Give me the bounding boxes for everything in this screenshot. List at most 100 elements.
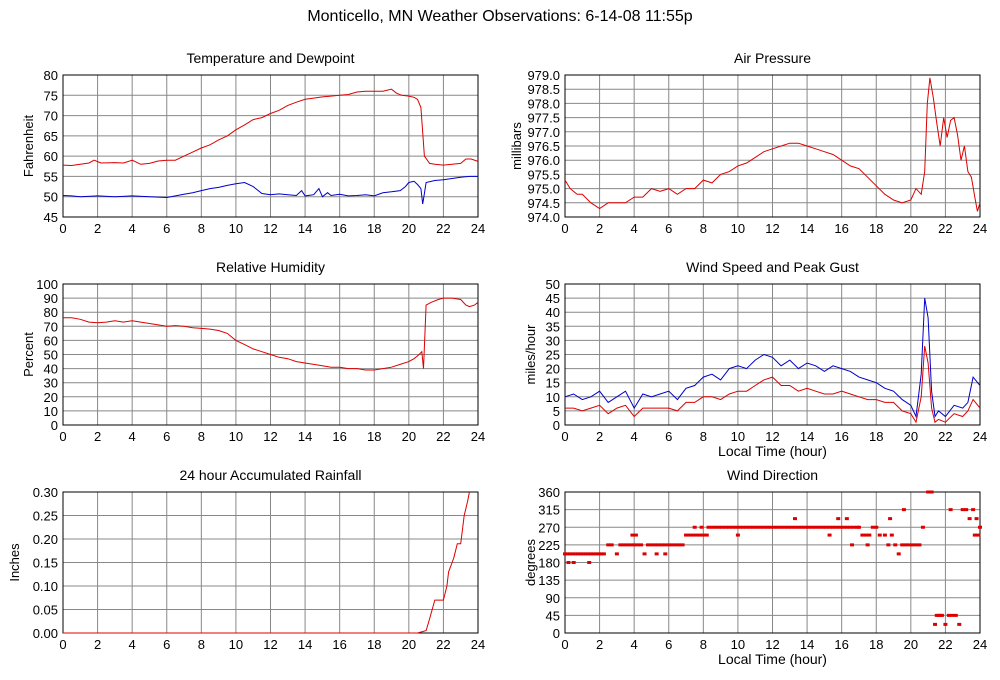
data-point [677,543,682,547]
y-tick-label: 55 [44,169,58,184]
y-tick-label: 974.0 [527,210,560,225]
data-point [976,533,981,537]
data-point [910,543,915,547]
x-tick-label: 12 [765,429,779,444]
data-point [737,525,742,529]
y-tick-label: 70 [44,109,58,124]
data-point [646,543,650,547]
data-point [806,525,811,529]
data-point [663,552,668,556]
x-axis-label: Local Time (hour) [718,651,827,667]
data-point [782,525,787,529]
data-point [768,525,773,529]
data-point [588,552,593,556]
x-tick-label: 8 [700,429,707,444]
y-tick-label: 975.5 [527,167,560,182]
data-point [972,533,977,537]
x-tick-label: 10 [731,637,745,652]
data-point [594,552,599,556]
x-tick-label: 8 [198,429,205,444]
data-point [633,533,638,537]
x-tick-label: 8 [700,221,707,236]
data-point [850,543,855,547]
y-tick-label: 0.30 [33,485,58,500]
data-point [789,525,794,529]
data-point [690,533,695,537]
data-point [568,552,573,556]
y-tick-label: 270 [538,520,560,535]
x-tick-label: 2 [596,221,603,236]
y-tick-label: 75 [44,88,58,103]
data-point [870,525,875,529]
x-tick-label: 18 [869,637,883,652]
y-tick-label: 979.0 [527,68,560,83]
data-point [716,525,721,529]
y-tick-label: 25 [546,348,560,363]
data-point [765,525,770,529]
data-point [796,525,801,529]
y-tick-label: 360 [538,485,560,500]
chart-title: Wind Speed and Peak Gust [686,259,859,275]
data-point [734,525,739,529]
series-line-0 [564,77,981,212]
y-tick-label: 50 [44,190,58,205]
data-point [943,622,948,626]
data-point [844,517,849,521]
y-tick-label: 20 [546,362,560,377]
data-point [974,517,979,521]
series-line-0 [63,297,479,371]
series-line-0 [564,298,981,419]
x-tick-label: 6 [163,221,170,236]
y-tick-label: 60 [44,333,58,348]
data-point [848,525,853,529]
data-point [571,561,576,564]
data-point [713,525,718,529]
data-point [601,552,606,556]
x-tick-label: 16 [332,637,346,652]
data-point [836,517,841,521]
y-tick-label: 0.05 [33,603,58,618]
x-tick-label: 24 [471,637,485,652]
data-point [609,543,614,547]
data-point [888,517,893,521]
x-tick-label: 12 [263,429,277,444]
y-tick-label: 180 [538,556,560,571]
x-tick-label: 22 [938,637,952,652]
x-tick-label: 24 [973,637,987,652]
x-tick-label: 0 [561,429,568,444]
y-tick-label: 5 [553,404,560,419]
chart-title: 24 hour Accumulated Rainfall [179,467,361,483]
plot-frame [62,283,479,426]
x-tick-label: 0 [59,429,66,444]
data-point [687,533,692,537]
data-point [936,613,941,617]
y-tick-label: 977.0 [527,125,560,140]
data-point [566,561,571,564]
x-tick-label: 20 [904,221,918,236]
x-tick-label: 24 [973,429,987,444]
x-tick-label: 16 [332,221,346,236]
data-point [813,525,818,529]
x-tick-label: 2 [94,221,101,236]
data-point [786,525,791,529]
x-tick-label: 8 [198,221,205,236]
x-tick-label: 22 [938,221,952,236]
data-point [896,552,901,556]
data-point [632,543,637,547]
data-point [730,525,735,529]
data-point [586,552,591,556]
data-point [939,613,944,617]
data-point [886,543,891,547]
y-tick-label: 45 [546,291,560,306]
y-tick-label: 225 [538,538,560,553]
data-point [670,543,675,547]
data-point [666,543,671,547]
y-axis-label: degrees [523,539,538,586]
x-tick-label: 24 [471,429,485,444]
y-axis-label: Inches [7,543,22,582]
data-point [810,525,815,529]
x-tick-label: 20 [402,637,416,652]
plot-frame [564,74,981,218]
x-tick-label: 8 [700,637,707,652]
x-tick-label: 18 [367,221,381,236]
